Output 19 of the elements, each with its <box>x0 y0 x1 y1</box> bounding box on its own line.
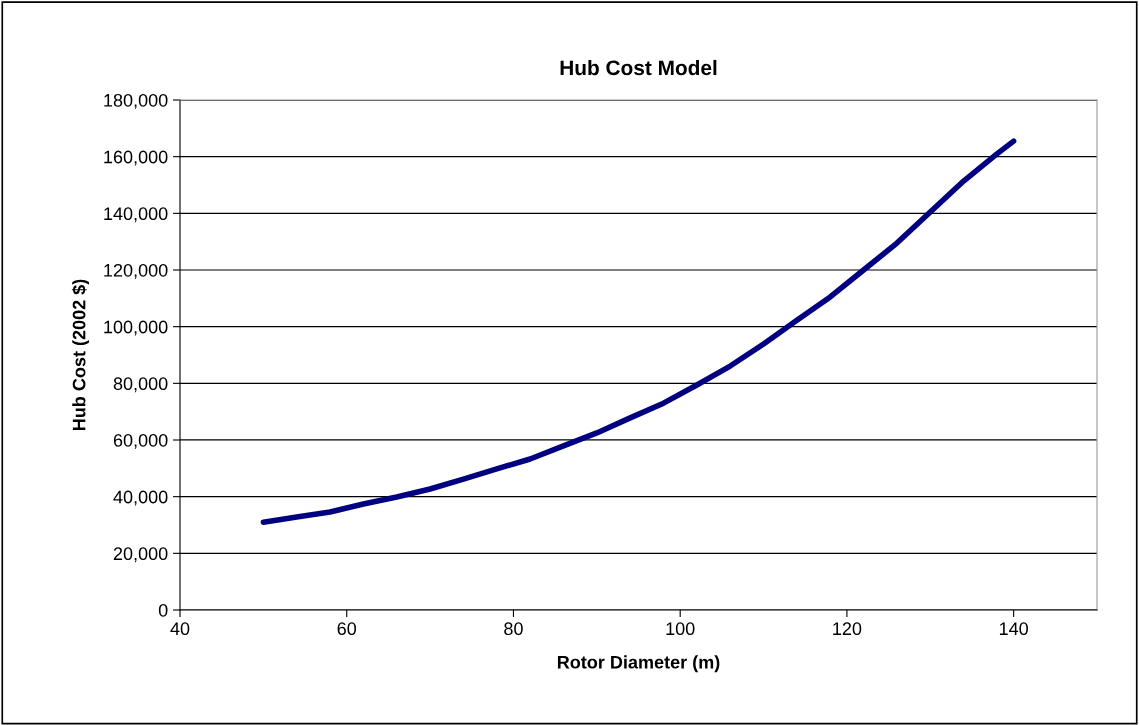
chart-title: Hub Cost Model <box>560 59 717 76</box>
x-tick-label: 100 <box>666 622 695 636</box>
y-tick-label: 140,000 <box>104 207 168 223</box>
y-tick-label: 120,000 <box>104 263 168 279</box>
y-axis-title: Hub Cost (2002 $) <box>71 279 90 431</box>
x-tick-label: 140 <box>999 622 1028 636</box>
y-tick-label: 160,000 <box>104 150 168 166</box>
y-tick-label: 180,000 <box>104 93 168 109</box>
y-tick-label: 0 <box>158 603 168 617</box>
y-tick-label: 40,000 <box>113 490 168 506</box>
x-tick-label: 120 <box>833 622 862 636</box>
x-tick-label: 60 <box>337 622 357 636</box>
x-axis-title: Rotor Diameter (m) <box>557 655 720 673</box>
y-tick-label: 80,000 <box>113 377 168 393</box>
y-tick-label: 100,000 <box>104 320 168 336</box>
y-tick-label: 20,000 <box>113 547 168 563</box>
x-tick-label: 40 <box>170 622 190 636</box>
y-tick-label: 60,000 <box>113 433 168 449</box>
x-tick-label: 80 <box>504 622 523 636</box>
